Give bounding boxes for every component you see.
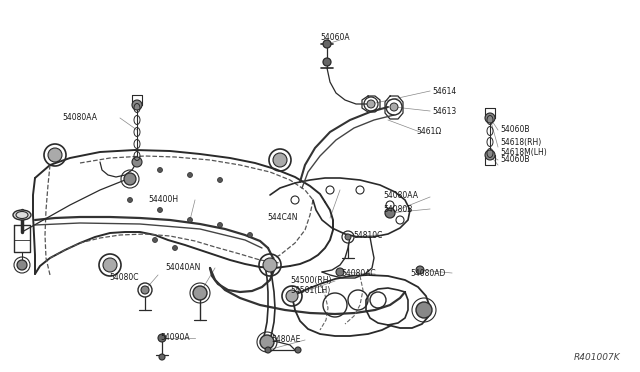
Circle shape <box>132 157 142 167</box>
Text: 54080AA: 54080AA <box>62 113 97 122</box>
Text: R401007K: R401007K <box>573 353 620 362</box>
Text: 54080B: 54080B <box>383 205 412 214</box>
Circle shape <box>485 113 495 123</box>
Circle shape <box>323 40 331 48</box>
Circle shape <box>248 232 253 237</box>
Text: 54080AA: 54080AA <box>383 190 418 199</box>
Circle shape <box>17 260 27 270</box>
Text: 54040AN: 54040AN <box>165 263 200 273</box>
Text: 54400H: 54400H <box>148 196 178 205</box>
Circle shape <box>286 290 298 302</box>
Text: 5461Ω: 5461Ω <box>416 126 441 135</box>
Circle shape <box>132 100 142 110</box>
Circle shape <box>416 266 424 274</box>
Circle shape <box>124 173 136 185</box>
Circle shape <box>152 237 157 243</box>
Circle shape <box>48 148 62 162</box>
Text: 5480AE: 5480AE <box>271 336 300 344</box>
Text: 54060B: 54060B <box>500 155 529 164</box>
Circle shape <box>218 222 223 228</box>
Text: 544C4N: 544C4N <box>267 214 298 222</box>
Text: 54501(LH): 54501(LH) <box>290 286 330 295</box>
Text: 54618(RH): 54618(RH) <box>500 138 541 148</box>
Text: 54080C: 54080C <box>109 273 138 282</box>
Text: 54080AC: 54080AC <box>341 269 376 279</box>
Circle shape <box>157 208 163 212</box>
Circle shape <box>141 286 149 294</box>
Text: 54614: 54614 <box>432 87 456 96</box>
Circle shape <box>103 258 117 272</box>
Circle shape <box>336 268 344 276</box>
Circle shape <box>157 167 163 173</box>
Circle shape <box>390 103 398 111</box>
Circle shape <box>159 354 165 360</box>
Ellipse shape <box>13 210 31 220</box>
Text: 54500(RH): 54500(RH) <box>290 276 332 285</box>
Circle shape <box>416 302 432 318</box>
Circle shape <box>323 58 331 66</box>
Text: 54090A: 54090A <box>160 334 189 343</box>
Circle shape <box>273 153 287 167</box>
Circle shape <box>188 218 193 222</box>
Circle shape <box>263 258 277 272</box>
Circle shape <box>260 335 274 349</box>
Text: 54080AD: 54080AD <box>410 269 445 278</box>
Circle shape <box>385 208 395 218</box>
Text: 54618M(LH): 54618M(LH) <box>500 148 547 157</box>
Circle shape <box>295 347 301 353</box>
Circle shape <box>173 246 177 250</box>
Circle shape <box>485 150 495 160</box>
Circle shape <box>265 347 271 353</box>
Circle shape <box>158 334 166 342</box>
Circle shape <box>188 173 193 177</box>
Text: 54810C: 54810C <box>353 231 382 240</box>
Circle shape <box>345 234 351 240</box>
Circle shape <box>367 100 375 108</box>
Circle shape <box>193 286 207 300</box>
Text: 54613: 54613 <box>432 106 456 115</box>
Circle shape <box>218 177 223 183</box>
Text: 54060A: 54060A <box>320 33 349 42</box>
Circle shape <box>127 198 132 202</box>
Text: 54060B: 54060B <box>500 125 529 135</box>
